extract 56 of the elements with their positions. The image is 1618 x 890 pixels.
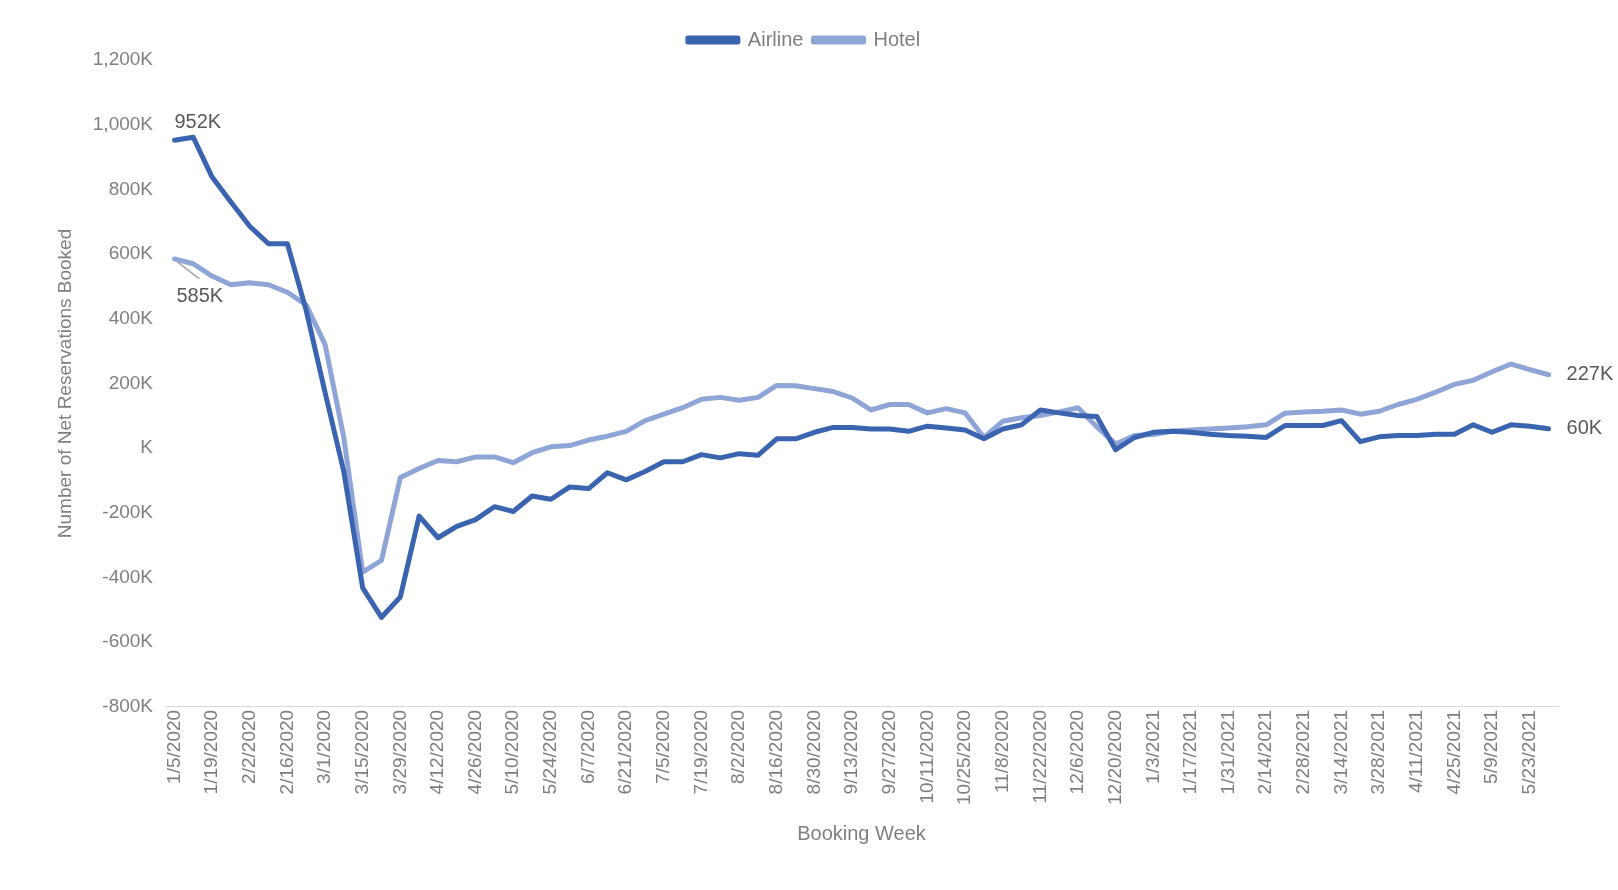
y-tick-label: 200K — [108, 371, 154, 393]
data-label: 952K — [174, 109, 222, 132]
x-tick-label: 9/27/2020 — [877, 709, 899, 795]
legend-label: Airline — [747, 27, 804, 50]
x-tick-label: 2/28/2021 — [1292, 709, 1314, 795]
x-tick-label: 12/6/2020 — [1066, 709, 1088, 795]
x-tick-label: 1/3/2021 — [1141, 709, 1163, 784]
x-tick-label: 11/22/2020 — [1028, 709, 1050, 804]
x-tick-label: 8/2/2020 — [727, 709, 749, 784]
y-axis-title: Number of Net Reservations Booked — [53, 228, 75, 539]
x-tick-label: 12/20/2020 — [1103, 709, 1125, 805]
x-tick-label: 2/14/2021 — [1254, 709, 1276, 795]
y-tick-label: -600K — [102, 630, 154, 652]
x-tick-label: 4/25/2021 — [1442, 709, 1464, 795]
x-tick-label: 1/17/2021 — [1179, 709, 1201, 795]
x-tick-label: 3/15/2020 — [350, 709, 372, 795]
x-tick-label: 7/19/2020 — [689, 709, 711, 795]
x-tick-label: 4/11/2021 — [1405, 709, 1427, 794]
x-tick-label: 9/13/2020 — [840, 709, 862, 795]
x-tick-label: 7/5/2020 — [652, 709, 674, 784]
x-tick-label: 5/23/2021 — [1518, 709, 1539, 795]
y-tick-label: 1,000K — [92, 112, 154, 134]
data-label: 60K — [1566, 416, 1603, 439]
y-tick-label: 800K — [108, 177, 154, 199]
y-tick-label: -400K — [102, 565, 154, 587]
data-label: 227K — [1566, 362, 1614, 385]
x-tick-label: 8/30/2020 — [802, 709, 824, 795]
y-tick-label: 600K — [108, 242, 154, 264]
x-tick-label: 4/12/2020 — [426, 709, 448, 795]
x-tick-label: 1/19/2020 — [200, 709, 222, 795]
x-tick-label: 4/26/2020 — [463, 709, 485, 795]
x-tick-label: 3/28/2021 — [1367, 709, 1389, 795]
x-tick-label: 1/5/2020 — [162, 709, 184, 784]
x-tick-label: 3/14/2021 — [1329, 709, 1351, 795]
x-tick-label: 6/21/2020 — [614, 709, 636, 795]
x-tick-label: 2/16/2020 — [275, 709, 297, 795]
x-tick-label: 10/11/2020 — [915, 709, 937, 804]
y-tick-label: -800K — [102, 695, 154, 717]
data-label: 585K — [176, 284, 224, 307]
y-tick-label: K — [140, 436, 154, 458]
x-tick-label: 11/8/2020 — [990, 709, 1012, 794]
x-tick-label: 2/2/2020 — [237, 709, 259, 784]
x-tick-label: 5/10/2020 — [501, 709, 523, 795]
y-tick-label: 1,200K — [92, 48, 154, 70]
x-tick-label: 10/25/2020 — [953, 709, 975, 805]
x-tick-label: 5/9/2021 — [1480, 709, 1502, 784]
x-tick-label: 3/29/2020 — [388, 709, 410, 795]
x-tick-label: 8/16/2020 — [765, 709, 787, 795]
legend-label: Hotel — [873, 27, 921, 50]
x-tick-label: 5/24/2020 — [539, 709, 561, 795]
x-tick-label: 3/1/2020 — [313, 709, 335, 784]
y-tick-label: -200K — [102, 501, 154, 523]
x-tick-label: 6/7/2020 — [576, 709, 598, 784]
y-tick-label: 400K — [108, 307, 154, 328]
x-tick-label: 1/31/2021 — [1216, 709, 1238, 795]
x-axis-title: Booking Week — [797, 821, 927, 844]
